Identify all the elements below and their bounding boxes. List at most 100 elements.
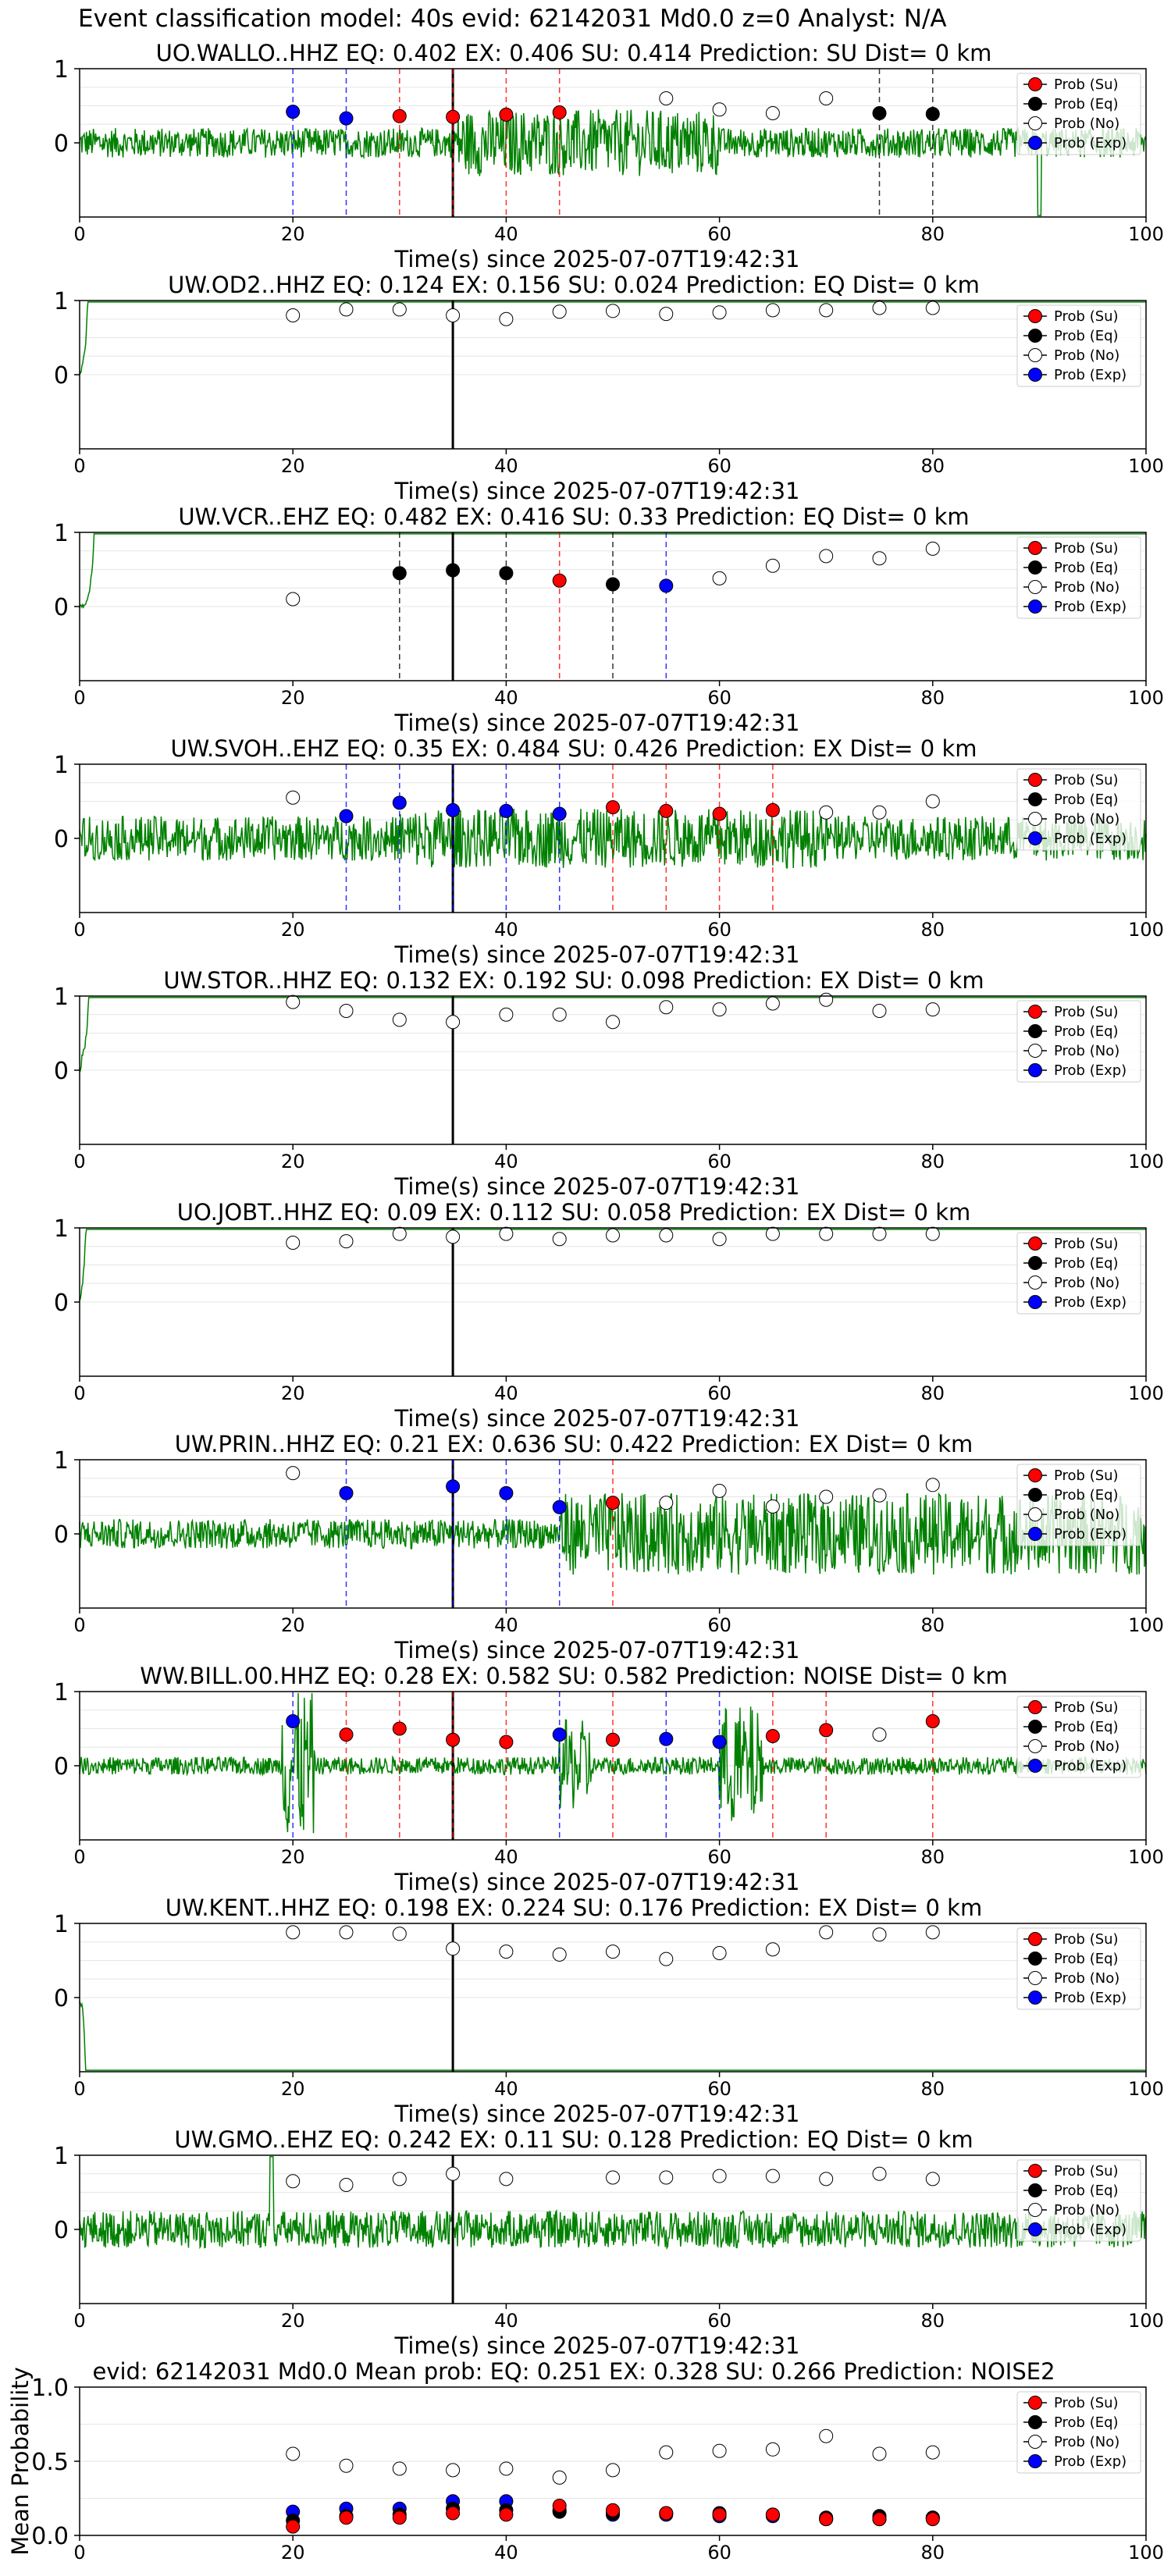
y-tick-label: 0	[54, 1058, 69, 1085]
legend-marker-no	[1028, 1739, 1042, 1753]
prob-point-su	[446, 1732, 461, 1747]
y-tick-label: 1	[54, 1447, 69, 1475]
x-tick-label: 60	[707, 687, 731, 709]
legend: Prob (Su) Prob (Eq) Prob (No) Prob (Exp)	[1016, 536, 1141, 619]
x-tick-label: 60	[707, 1151, 731, 1172]
prob-point-su	[446, 109, 461, 124]
x-tick-label: 60	[707, 2542, 731, 2564]
panel-title: UO.JOBT..HHZ EQ: 0.09 EX: 0.112 SU: 0.05…	[177, 1199, 971, 1226]
panel-title: WW.BILL.00.HHZ EQ: 0.28 EX: 0.582 SU: 0.…	[140, 1663, 1007, 1689]
legend-marker-su	[1028, 1005, 1042, 1019]
x-tick-label: 40	[494, 223, 518, 245]
x-tick-label: 80	[921, 2310, 945, 2332]
x-tick-label: 80	[921, 919, 945, 941]
legend-marker-su	[1028, 2164, 1042, 2178]
x-tick-label: 80	[921, 1614, 945, 1636]
legend-marker-no	[1028, 1971, 1042, 1985]
panel-6: UO.JOBT..HHZ EQ: 0.09 EX: 0.112 SU: 0.05…	[54, 1199, 1164, 1432]
legend-label-no: Prob (No)	[1054, 811, 1119, 827]
prob-point-su	[392, 1721, 407, 1736]
panel-title: UW.STOR..HHZ EQ: 0.132 EX: 0.192 SU: 0.0…	[163, 967, 984, 994]
x-tick-label: 60	[707, 1614, 731, 1636]
x-tick-label: 0	[73, 2542, 85, 2564]
prob-point-no	[286, 1236, 301, 1250]
waveform-trace	[79, 1692, 1147, 1834]
legend-label-exp: Prob (Exp)	[1054, 1062, 1127, 1079]
prob-point-no	[765, 303, 780, 318]
legend-label-no: Prob (No)	[1054, 2434, 1119, 2450]
mean-point-no	[392, 2461, 407, 2476]
panel-5: UW.STOR..HHZ EQ: 0.132 EX: 0.192 SU: 0.0…	[54, 967, 1164, 1200]
prob-point-no	[499, 1007, 514, 1022]
legend-box	[1016, 1000, 1141, 1083]
legend-marker-no	[1028, 116, 1042, 130]
legend-label-no: Prob (No)	[1054, 579, 1119, 596]
x-tick-label: 60	[707, 223, 731, 245]
legend-marker-eq	[1028, 1720, 1042, 1734]
x-tick-label: 20	[281, 1614, 305, 1636]
prob-point-su	[925, 1714, 940, 1728]
prob-point-no	[872, 2166, 887, 2181]
legend-label-su: Prob (Su)	[1054, 772, 1119, 788]
prob-point-exp	[339, 1485, 354, 1500]
prob-point-no	[925, 301, 940, 315]
mean-point-no	[659, 2445, 674, 2460]
prob-point-exp	[552, 1727, 567, 1742]
mean-point-su	[499, 2507, 514, 2522]
x-tick-label: 60	[707, 1846, 731, 1868]
legend-marker-no	[1028, 1276, 1042, 1290]
y-tick-label: 1	[54, 984, 69, 1011]
legend-box	[1016, 536, 1141, 619]
panel-title: UW.SVOH..EHZ EQ: 0.35 EX: 0.484 SU: 0.42…	[170, 735, 977, 762]
x-tick-label: 0	[73, 2078, 85, 2100]
legend-box	[1016, 2159, 1141, 2242]
x-tick-label: 0	[73, 1151, 85, 1172]
x-axis-label: Time(s) since 2025-07-07T19:42:31	[394, 1869, 800, 1895]
prob-point-su	[552, 573, 567, 588]
x-tick-label: 100	[1128, 1382, 1164, 1404]
panel-title: UW.GMO..EHZ EQ: 0.242 EX: 0.11 SU: 0.128…	[174, 2126, 973, 2153]
x-tick-label: 40	[494, 455, 518, 477]
prob-point-eq	[925, 106, 940, 121]
legend-label-exp: Prob (Exp)	[1054, 2222, 1127, 2238]
waveform-trace	[79, 2001, 1146, 2071]
mean-point-su	[552, 2499, 567, 2513]
prob-point-no	[765, 1226, 780, 1241]
prob-point-no	[712, 1946, 727, 1960]
panel-title: UO.WALLO..HHZ EQ: 0.402 EX: 0.406 SU: 0.…	[156, 40, 992, 66]
legend-marker-no	[1028, 1044, 1042, 1058]
prob-point-no	[712, 1232, 727, 1247]
x-tick-label: 20	[281, 455, 305, 477]
prob-point-no	[552, 304, 567, 319]
prob-point-exp	[659, 1731, 674, 1746]
legend-label-eq: Prob (Eq)	[1054, 96, 1119, 112]
mean-point-no	[819, 2428, 834, 2443]
mean-point-no	[499, 2461, 514, 2476]
legend-label-su: Prob (Su)	[1054, 1699, 1119, 1716]
legend-marker-su	[1028, 77, 1042, 91]
legend-box	[1016, 1927, 1141, 2010]
x-tick-label: 20	[281, 1151, 305, 1172]
x-tick-label: 0	[73, 919, 85, 941]
prob-point-eq	[872, 106, 887, 120]
mean-point-no	[765, 2442, 780, 2457]
prob-point-su	[606, 1732, 620, 1747]
legend-marker-su	[1028, 541, 1042, 555]
panel-9: UW.KENT..HHZ EQ: 0.198 EX: 0.224 SU: 0.1…	[54, 1895, 1164, 2127]
x-tick-label: 60	[707, 1382, 731, 1404]
legend-label-su: Prob (Su)	[1054, 76, 1119, 93]
prob-point-no	[765, 1499, 780, 1514]
panel-title: UW.VCR..EHZ EQ: 0.482 EX: 0.416 SU: 0.33…	[178, 503, 969, 530]
legend: Prob (Su) Prob (Eq) Prob (No) Prob (Exp)	[1016, 1927, 1141, 2010]
legend-box	[1016, 1695, 1141, 1778]
mean-point-no	[925, 2445, 940, 2460]
legend-marker-eq	[1028, 792, 1042, 806]
y-tick-label: 0	[54, 1753, 69, 1781]
legend-label-exp: Prob (Exp)	[1054, 1990, 1127, 2006]
waveform-trace	[79, 997, 1146, 1073]
x-axis-label: Time(s) since 2025-07-07T19:42:31	[394, 1173, 800, 1200]
mean-point-no	[606, 2463, 620, 2478]
legend: Prob (Su) Prob (Eq) Prob (No) Prob (Exp)	[1016, 304, 1141, 387]
prob-point-exp	[446, 1479, 461, 1494]
